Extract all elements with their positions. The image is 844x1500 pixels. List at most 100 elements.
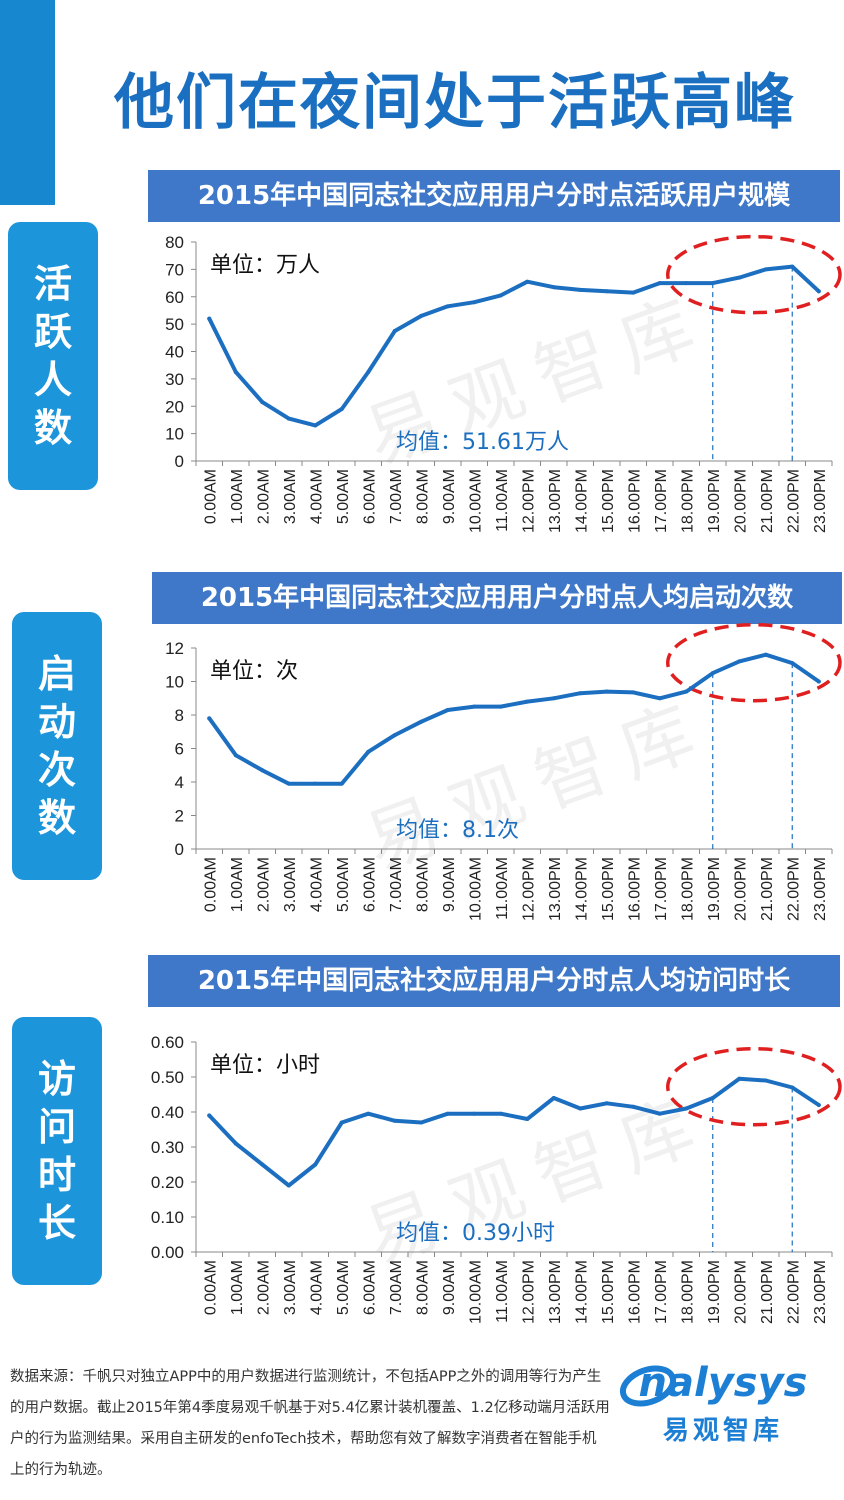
data-point <box>260 768 265 773</box>
y-tick-label: 0.00 <box>151 1243 184 1262</box>
x-tick-label: 10.00AM <box>467 469 484 533</box>
mean-label: 均值：8.1次 <box>396 818 519 843</box>
x-tick-label: 16.00PM <box>626 1260 643 1324</box>
x-tick-label: 9.00AM <box>441 857 458 912</box>
data-point <box>684 281 689 286</box>
source-note: 数据来源：千帆只对独立APP中的用户数据进行监测统计，不包括APP之外的调用等行… <box>10 1369 610 1478</box>
data-point <box>684 1106 689 1111</box>
y-tick-label: 0.30 <box>151 1138 184 1157</box>
y-tick-label: 0.20 <box>151 1173 184 1192</box>
chart-1-active-users: 易观智库 0 10 20 30 40 50 60 70 80 0.00AM 1.00AM 2.00AM 3… <box>110 232 844 572</box>
x-tick-label: 1.00AM <box>229 1260 246 1315</box>
data-point <box>710 1096 715 1100</box>
data-point <box>551 1096 556 1100</box>
data-point <box>790 264 795 269</box>
x-tick-label: 12.00PM <box>520 1260 537 1324</box>
y-tick-label: 80 <box>165 233 184 252</box>
x-tick-label: 6.00AM <box>361 1260 378 1315</box>
x-tick-label: 0.00AM <box>202 1260 219 1315</box>
series-line <box>207 652 821 786</box>
data-point <box>631 1104 636 1109</box>
data-point <box>790 1085 795 1090</box>
y-tick-label: 50 <box>165 315 184 334</box>
x-tick-label: 0.00AM <box>202 857 219 912</box>
x-tick-label: 21.00PM <box>759 857 776 921</box>
logo-swoosh-icon <box>619 1365 677 1407</box>
x-tick-label: 23.00PM <box>812 857 829 921</box>
x-tick-label: 3.00AM <box>282 1260 299 1315</box>
data-point <box>551 696 556 701</box>
x-tick-label: 18.00PM <box>679 469 696 533</box>
x-tick-label: 23.00PM <box>812 1260 829 1324</box>
data-point <box>233 753 238 758</box>
x-tick-label: 3.00AM <box>282 469 299 524</box>
data-point <box>445 1111 450 1116</box>
chart-1-side-label: 活跃人数 <box>8 222 98 490</box>
x-tick-label: 9.00AM <box>441 469 458 524</box>
data-point <box>313 1162 318 1167</box>
y-tick-label: 10 <box>165 425 184 444</box>
data-point <box>286 781 291 786</box>
data-point <box>657 1111 662 1116</box>
x-tick-label: 18.00PM <box>679 1260 696 1324</box>
y-tick-label: 4 <box>175 773 184 792</box>
data-point <box>737 275 742 280</box>
data-point <box>498 704 503 709</box>
x-tick-label: 17.00PM <box>653 469 670 533</box>
y-tick-label: 0.40 <box>151 1103 184 1122</box>
y-tick-label: 6 <box>175 740 184 759</box>
series-line <box>207 264 821 428</box>
data-point <box>604 1101 609 1106</box>
x-tick-label: 14.00PM <box>573 469 590 533</box>
y-tick-label: 12 <box>165 639 184 658</box>
data-point <box>631 290 636 295</box>
data-point <box>525 279 530 284</box>
x-tick-label: 19.00PM <box>706 469 723 533</box>
chart-2-side-label: 启动次数 <box>12 612 102 880</box>
x-tick-label: 4.00AM <box>308 469 325 524</box>
data-point <box>816 289 821 294</box>
x-tick-label: 22.00PM <box>785 469 802 533</box>
peak-highlight-ellipse <box>666 234 842 315</box>
data-point <box>790 661 795 666</box>
data-point <box>233 1141 238 1146</box>
x-tick-label: 20.00PM <box>732 469 749 533</box>
y-tick-label: 0.10 <box>151 1208 184 1227</box>
data-point <box>260 1162 265 1167</box>
y-tick-label: 40 <box>165 343 184 362</box>
data-point <box>207 316 212 321</box>
y-tick-label: 0 <box>175 840 184 859</box>
x-tick-label: 6.00AM <box>361 469 378 524</box>
x-tick-label: 13.00PM <box>547 1260 564 1324</box>
x-tick-label: 9.00AM <box>441 1260 458 1315</box>
x-tick-label: 5.00AM <box>335 1260 352 1315</box>
mean-label: 均值：0.39小时 <box>396 1221 555 1246</box>
data-point <box>631 690 636 695</box>
x-tick-label: 17.00PM <box>653 1260 670 1324</box>
data-point <box>419 1120 424 1125</box>
chart-2-launch-count: 易观智库 0 2 4 6 8 10 12 0.00AM 1.00AM 2.00AM 3.00AM 4.0… <box>110 622 844 968</box>
data-point <box>498 293 503 298</box>
data-point <box>472 704 477 709</box>
left-accent-bar <box>0 0 55 205</box>
data-point <box>604 689 609 694</box>
x-tick-label: 20.00PM <box>732 1260 749 1324</box>
x-tick-label: 21.00PM <box>759 1260 776 1324</box>
x-tick-label: 11.00AM <box>494 857 511 920</box>
data-point <box>737 659 742 664</box>
x-tick-label: 20.00PM <box>732 857 749 921</box>
x-tick-label: 16.00PM <box>626 857 643 921</box>
x-tick-label: 11.00AM <box>494 469 511 532</box>
x-tick-label: 12.00PM <box>520 857 537 921</box>
logo-text-cn: 易观智库 <box>662 1416 783 1446</box>
data-point <box>684 689 689 694</box>
x-tick-label: 1.00AM <box>229 469 246 524</box>
data-point <box>551 285 556 290</box>
series-line <box>207 1076 821 1188</box>
data-point <box>710 281 715 286</box>
data-point <box>339 781 344 786</box>
data-point <box>419 719 424 724</box>
x-tick-label: 10.00AM <box>467 857 484 921</box>
